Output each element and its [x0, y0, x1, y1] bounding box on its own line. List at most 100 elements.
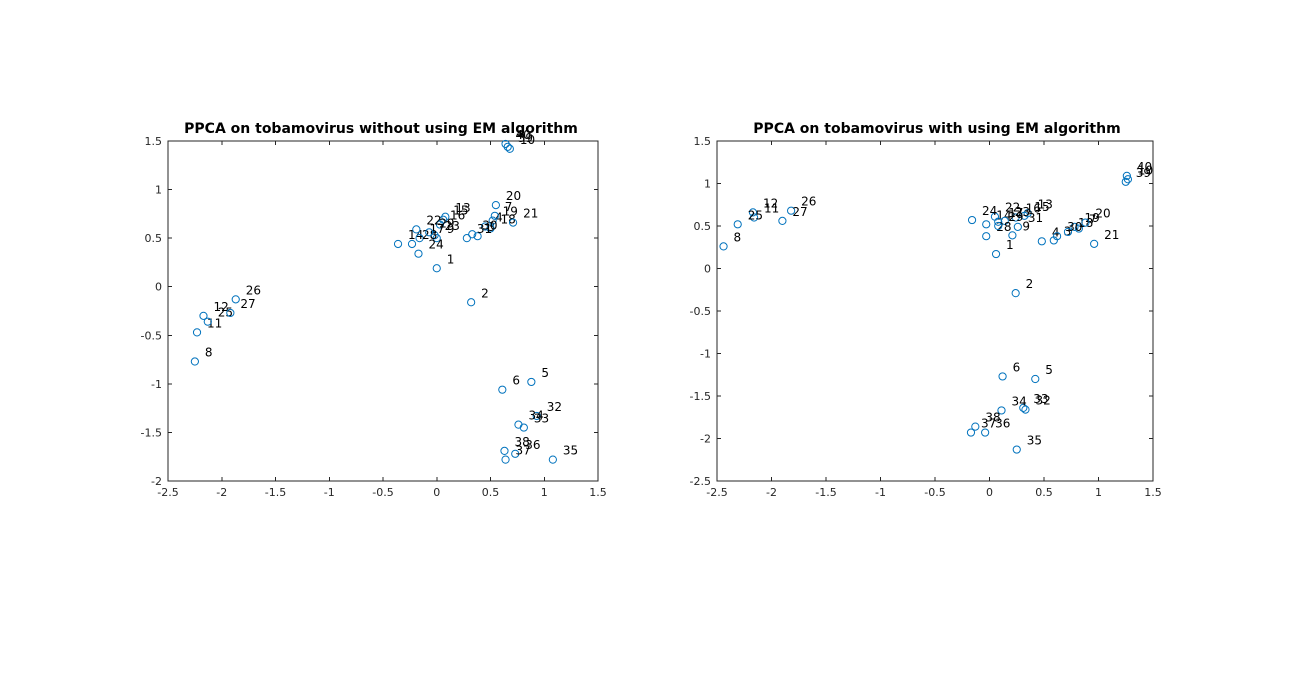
- data-point-label: 12: [763, 196, 778, 210]
- data-point-label: 9: [1022, 219, 1030, 233]
- data-point-label: 30: [482, 218, 497, 232]
- data-point-label: 7: [505, 200, 513, 214]
- data-point-label: 29: [1008, 210, 1023, 224]
- data-point-label: 12: [213, 300, 228, 314]
- y-tick-label: -1.5: [690, 390, 711, 403]
- data-point: [1037, 237, 1046, 246]
- data-point-label: 1: [447, 252, 455, 266]
- data-point-label: 19: [1085, 211, 1100, 225]
- x-tick-label: 0.5: [482, 486, 500, 499]
- data-point-label: 24: [428, 238, 443, 252]
- data-point: [967, 215, 977, 225]
- axes-left: PPCA on tobamovirus without using EM alg…: [141, 121, 607, 499]
- y-tick-label: 1.5: [694, 135, 712, 148]
- data-point: [778, 216, 787, 225]
- x-tick-label: -1.5: [815, 486, 836, 499]
- data-point: [990, 212, 1000, 221]
- data-point-label: 37: [516, 444, 531, 458]
- data-point: [203, 317, 212, 326]
- data-point: [1020, 211, 1029, 220]
- data-point: [1123, 175, 1133, 184]
- data-point: [199, 311, 208, 320]
- chart-title-left: PPCA on tobamovirus without using EM alg…: [184, 121, 578, 137]
- data-point: [425, 228, 434, 237]
- y-tick-label: 0.5: [145, 232, 163, 245]
- x-tick-label: 1: [1095, 486, 1102, 499]
- data-point-label: 17: [1008, 206, 1023, 220]
- data-point-label: 4: [1052, 225, 1060, 239]
- data-point-label: 29: [439, 216, 454, 230]
- data-point-label: 31: [1028, 211, 1043, 225]
- data-point: [432, 264, 441, 273]
- data-point: [982, 220, 991, 229]
- data-point: [971, 422, 980, 431]
- y-tick-label: -1: [700, 348, 711, 361]
- x-tick-label: 0: [986, 486, 993, 499]
- y-tick-label: -1.5: [141, 426, 162, 439]
- data-point: [488, 216, 497, 225]
- data-point-label: 1: [1006, 238, 1014, 252]
- data-point: [514, 420, 523, 429]
- data-point-label: 28: [422, 228, 437, 242]
- data-point-label: 15: [1034, 200, 1049, 214]
- y-tick-label: 1: [704, 178, 711, 191]
- data-point-label: 38: [514, 435, 529, 449]
- data-point: [1031, 374, 1040, 384]
- data-point: [1011, 213, 1020, 222]
- y-tick-label: -2: [700, 433, 711, 446]
- x-tick-label: -2: [216, 486, 227, 499]
- data-point-label: 18: [1078, 216, 1093, 230]
- x-tick-label: -1.5: [265, 486, 286, 499]
- y-tick-label: -2: [151, 475, 162, 488]
- data-point: [1012, 445, 1021, 454]
- data-point-label: 11: [764, 202, 779, 216]
- data-point-label: 6: [512, 374, 520, 388]
- data-point-label: 35: [563, 444, 578, 458]
- data-point-label: 13: [1038, 197, 1053, 211]
- data-point: [501, 455, 510, 464]
- data-point-label: 3: [488, 220, 496, 234]
- y-tick-label: 1: [155, 184, 162, 197]
- data-point-label: 28: [996, 220, 1011, 234]
- data-point: [1011, 289, 1020, 298]
- x-tick-label: 1.5: [589, 486, 607, 499]
- data-point-label: 17: [430, 222, 445, 236]
- data-point: [1008, 231, 1017, 240]
- data-point-label: 19: [503, 205, 518, 219]
- data-point-label: 34: [1011, 394, 1026, 408]
- data-point: [1019, 403, 1028, 412]
- data-point-label: 25: [218, 306, 233, 320]
- data-point: [748, 208, 758, 217]
- data-point: [511, 449, 520, 458]
- data-point: [1052, 232, 1062, 241]
- data-point: [532, 411, 541, 421]
- data-point: [719, 242, 728, 251]
- data-point: [1090, 239, 1099, 248]
- data-point: [994, 221, 1003, 231]
- data-point: [527, 377, 536, 387]
- data-point-label: 33: [534, 412, 549, 426]
- data-point: [468, 230, 477, 239]
- data-point-label: 39: [1136, 166, 1151, 180]
- x-tick-label: -2.5: [706, 486, 727, 499]
- data-point: [490, 211, 499, 220]
- data-point-label: 40: [1137, 160, 1152, 174]
- x-tick-label: -0.5: [372, 486, 393, 499]
- data-point-label: 3: [1064, 224, 1072, 238]
- chart-title-right: PPCA on tobamovirus with using EM algori…: [753, 121, 1120, 137]
- data-point-label: 36: [525, 438, 540, 452]
- data-point: [414, 249, 423, 258]
- data-point-label: 8: [734, 230, 742, 244]
- data-point: [1121, 177, 1130, 186]
- x-tick-label: 1.5: [1144, 486, 1162, 499]
- data-point: [505, 144, 514, 153]
- data-point: [231, 295, 240, 304]
- data-point-label: 2: [1026, 277, 1034, 291]
- data-point: [1021, 405, 1030, 414]
- data-point-label: 23: [445, 219, 460, 233]
- data-point: [1000, 216, 1009, 225]
- data-point-label: 32: [1035, 394, 1050, 408]
- data-point: [548, 455, 557, 464]
- data-point-label: 31: [477, 222, 492, 236]
- data-point: [1074, 224, 1083, 233]
